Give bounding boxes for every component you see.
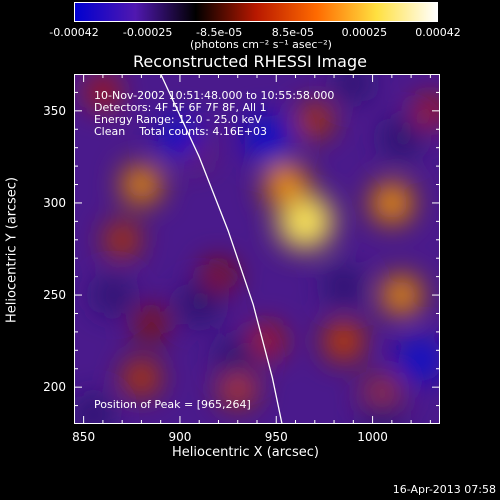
colorbar-units: (photons cm⁻² s⁻¹ asec⁻²) [190, 38, 332, 51]
heatmap-blob-3 [379, 272, 424, 318]
heatmap-blob-13 [249, 323, 284, 359]
colorbar-tick-3: 8.5e-05 [271, 26, 314, 39]
heatmap-blob-2 [368, 179, 416, 227]
x-tick-label-2: 950 [264, 430, 288, 444]
heatmap-blob-15 [414, 95, 440, 127]
colorbar-tick-4: 0.00025 [341, 26, 388, 39]
x-tick-label-0: 850 [72, 430, 96, 444]
heatmap-blob-19 [243, 115, 290, 162]
heatmap-contour-3 [379, 273, 424, 317]
heatmap-blob-27 [334, 74, 372, 102]
heatmap-contour-14 [297, 102, 333, 138]
annotation-peak: Position of Peak = [965,264] [94, 398, 251, 411]
annotation-time-range: 10-Nov-2002 10:51:48.000 to 10:55:58.000 [94, 89, 335, 102]
heatmap-contour-4 [322, 320, 365, 362]
y-tick-label-2: 300 [43, 195, 66, 210]
y-axis-label: Heliocentric Y (arcsec) [4, 177, 20, 323]
y-tick-label-3: 350 [43, 103, 66, 118]
x-axis-label: Heliocentric X (arcsec) [172, 445, 319, 460]
annotation-clean: Clean Total counts: 4.16E+03 [94, 125, 268, 138]
heatmap-contour-1 [261, 160, 311, 209]
solar-limb-curve [160, 74, 283, 424]
colorbar-tick-0: -0.00042 [49, 26, 99, 39]
heatmap-blob-23 [216, 338, 260, 381]
heatmap-blob-24 [380, 117, 422, 159]
annotation-energy: Energy Range: 12.0 - 25.0 keV [94, 113, 262, 126]
colorbar-tick-2: -8.5e-05 [196, 26, 243, 39]
heatmap-contour-2 [368, 179, 415, 226]
colorbar [74, 2, 438, 22]
heatmap-blob-17 [158, 116, 202, 161]
colorbar-tick-5: 0.00042 [415, 26, 461, 39]
heatmap-blob-21 [324, 266, 364, 306]
heatmap-blob-20 [398, 337, 440, 382]
colorbar-tick-1: -0.00025 [122, 26, 173, 39]
x-tick-label-1: 900 [168, 430, 192, 444]
heatmap-contour-9 [134, 306, 168, 339]
heatmap-blob-1 [261, 160, 311, 209]
heatmap-blob-22 [93, 276, 132, 314]
y-tick-label-0: 200 [43, 380, 66, 395]
y-tick-label-1: 250 [43, 288, 66, 303]
annotation-detectors: Detectors: 4F 5F 6F 7F 8F, All 1 [94, 101, 267, 114]
heatmap-contour-6 [120, 163, 163, 206]
heatmap-contour-10 [201, 259, 236, 294]
timestamp: 16-Apr-2013 07:58 [392, 483, 496, 496]
heatmap-contour-11 [122, 359, 160, 397]
heatmap-contour-8 [104, 222, 140, 258]
heatmap-blob-18 [178, 283, 220, 325]
heatmap-blob-16 [86, 75, 120, 110]
heatmap-plot [74, 74, 440, 424]
chart-title: Reconstructed RHESSI Image [133, 52, 367, 71]
x-tick-label-3: 1000 [357, 430, 388, 444]
